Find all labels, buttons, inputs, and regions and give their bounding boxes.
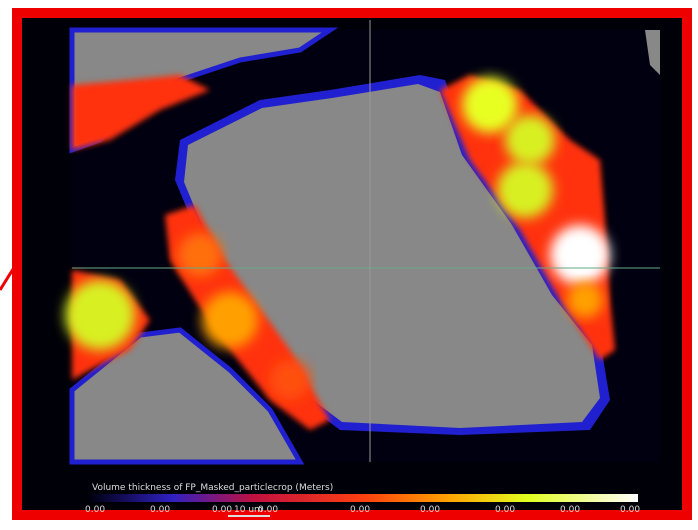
image [65,20,660,462]
colorbar-label: 0.00 [258,505,278,515]
colorbar [90,494,638,502]
caption: Volume thickness of FP_Masked_particlecr… [92,483,333,493]
colorbar-label: 0.00 [85,505,105,515]
colorbar-label: 0.00 [212,505,232,515]
colorbar-label: 0.00 [150,505,170,515]
viewer: Volume thickness of FP_Masked_particlecr… [0,0,698,526]
colorbar-label: 0.00 [350,505,370,515]
colorbar-label: 0.00 [420,505,440,515]
colorbar-label: 0.00 [620,505,640,515]
colorbar-label: 0.00 [560,505,580,515]
colorbar-label: 0.00 [495,505,515,515]
page: Volume thickness of FP_Masked_particlecr… [0,0,698,526]
